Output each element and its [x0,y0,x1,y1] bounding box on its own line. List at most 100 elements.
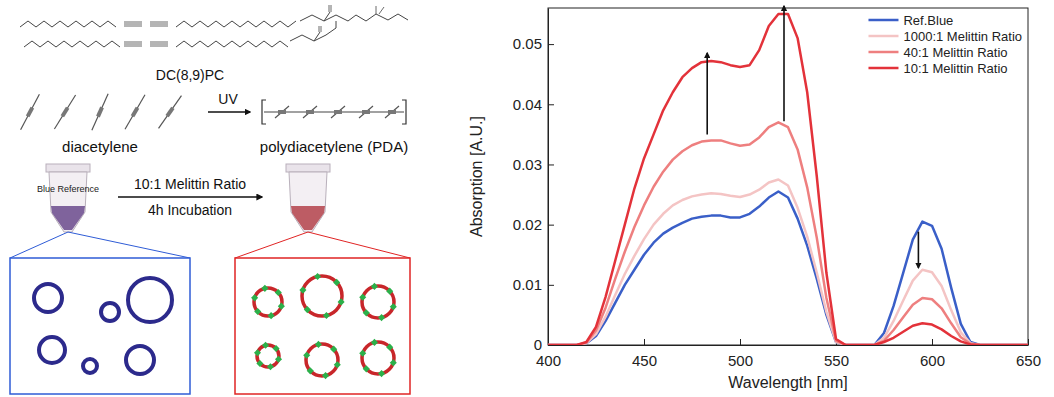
melittin [323,312,330,319]
melittin [251,294,258,301]
y-tick-label: 0.01 [513,276,542,293]
x-axis-title: Wavelength [nm] [728,374,847,391]
melittin [268,312,275,319]
incubation-label: 4h Incubation [148,202,232,218]
uv-arrow [208,111,250,112]
legend-swatch [868,67,898,70]
monomer [90,93,110,131]
vesicle [101,303,119,321]
legend-entry: 1000:1 Melittin Ratio [868,29,1022,44]
legend: Ref.Blue1000:1 Melittin Ratio40:1 Melitt… [868,13,1022,76]
vesicle [362,286,394,318]
triple-bond [124,24,142,25]
treated-box [235,232,410,394]
process-arrow [118,196,262,197]
melittin [267,363,274,370]
triple-bond [124,22,142,23]
x-tick-mark [1028,339,1029,345]
polymer-label: polydiacetylene (PDA) [260,138,408,155]
triple-bond [150,24,168,25]
melittin [333,279,340,286]
melittin [390,303,397,310]
y-tick: 0.04 [513,96,554,113]
polymer-unit [359,106,373,118]
monomer [123,94,146,131]
y-tick-mark [548,285,554,286]
x-tick: 450 [632,339,657,369]
legend-label: 40:1 Melittin Ratio [903,45,1007,60]
x-tick-label: 650 [1016,352,1041,369]
y-tick-label: 0 [534,336,542,353]
legend-swatch [868,19,898,22]
y-tick-mark [548,345,554,346]
plot-area [548,14,1028,345]
x-tick-label: 600 [920,352,945,369]
melittin [322,372,329,379]
melittin [304,306,311,313]
carbonyl [319,5,384,32]
change-arrows [707,6,918,268]
tube-treated [286,164,330,232]
melittin [261,285,268,292]
polymer-core [334,110,342,114]
legend-label: 1000:1 Melittin Ratio [903,29,1022,44]
melittin [386,344,393,351]
legend-label: 10:1 Melittin Ratio [903,61,1007,76]
melittin [254,308,261,315]
triple-bond [150,22,168,23]
rod-core [26,107,34,118]
x-tick-mark [740,339,741,345]
x-tick: 650 [1016,339,1041,369]
melittin [386,288,393,295]
x-tick-label: 400 [536,352,561,369]
spectrum-line [548,14,1028,345]
melittin [315,341,322,348]
structure-label: DC(8,9)PC [156,67,224,83]
alkyl-chain [20,21,116,27]
schematic: DC(8,9)PCdiacetyleneUVpolydiacetylene (P… [10,5,410,394]
rod [54,95,75,129]
vesicle [254,288,282,316]
head-group [290,12,408,41]
melittin [359,294,366,301]
rod [92,94,108,131]
monomer-label: diacetylene [62,138,138,155]
y-axis: 00.010.020.030.040.05 [513,9,554,354]
y-tick: 0.05 [513,35,554,52]
rod-core [131,107,139,118]
monomer [157,94,183,129]
polymer-core [278,110,286,114]
polymer-core [306,110,314,114]
reference-box [10,232,190,394]
vesicle [257,345,279,367]
melittin [363,309,370,316]
melittin [314,273,321,280]
polymer-unit [303,106,317,118]
monomer [19,93,41,130]
y-tick-mark [548,104,554,105]
figure: DC(8,9)PCdiacetyleneUVpolydiacetylene (P… [0,0,1054,397]
x-tick-label: 500 [728,352,753,369]
legend-entry: 40:1 Melittin Ratio [868,45,1007,60]
tube-label: Blue Reference [37,184,99,194]
melittin [334,361,341,368]
spectrum-line [548,122,1028,345]
legend-swatch [868,35,898,38]
x-tick-label: 450 [632,352,657,369]
polymer-core [388,110,396,114]
alkyl-chain [176,41,288,47]
polymer [262,100,406,124]
melittin [273,345,280,352]
x-tick-mark [644,339,645,345]
melittin [303,352,310,359]
alkyl-chain [176,21,296,27]
legend-entry: 10:1 Melittin Ratio [868,61,1007,76]
melittin [299,287,306,294]
melittin [371,339,378,346]
x-tick: 600 [920,339,945,369]
polymer-core [362,110,370,114]
vesicle [302,276,342,316]
rod [159,96,182,129]
chart: 40045050055060065000.010.020.030.040.05W… [468,6,1041,391]
y-tick: 0.02 [513,216,554,233]
